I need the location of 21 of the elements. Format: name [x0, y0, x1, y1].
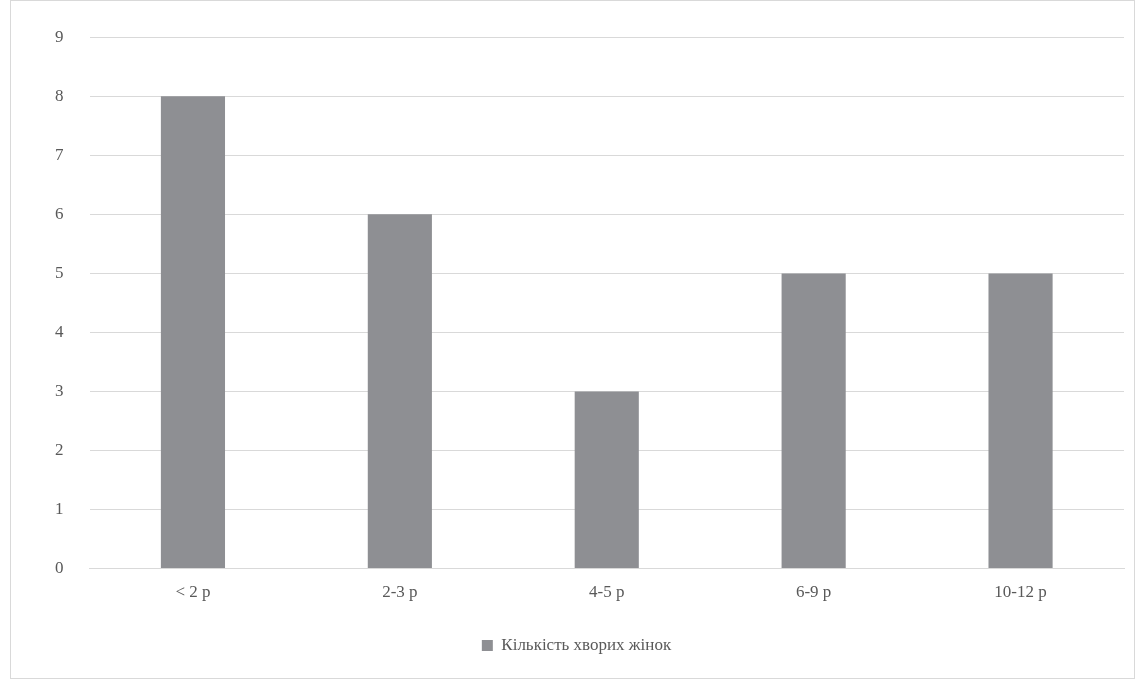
bar [574, 391, 639, 569]
y-tick-label: 7 [55, 144, 64, 164]
bar [160, 96, 226, 569]
y-tick-label: 0 [55, 558, 64, 578]
x-tick-label: < 2 р [175, 582, 211, 602]
y-tick-label: 2 [55, 439, 64, 459]
bar [367, 214, 432, 569]
y-tick-label: 6 [55, 203, 64, 223]
y-tick-label: 8 [55, 85, 64, 105]
x-tick-label: 4-5 р [589, 582, 625, 602]
y-tick-label: 1 [55, 499, 64, 519]
legend-label: Кількість хворих жінок [501, 634, 672, 654]
y-tick-label: 9 [55, 26, 64, 46]
x-tick-label: 10-12 р [994, 582, 1047, 602]
y-tick-label: 5 [55, 262, 64, 282]
bar [781, 273, 846, 569]
x-tick-label: 2-3 р [382, 582, 418, 602]
bar [988, 273, 1053, 569]
y-tick-label: 3 [55, 380, 64, 400]
x-tick-label: 6-9 р [795, 582, 832, 602]
y-tick-label: 4 [55, 321, 64, 341]
